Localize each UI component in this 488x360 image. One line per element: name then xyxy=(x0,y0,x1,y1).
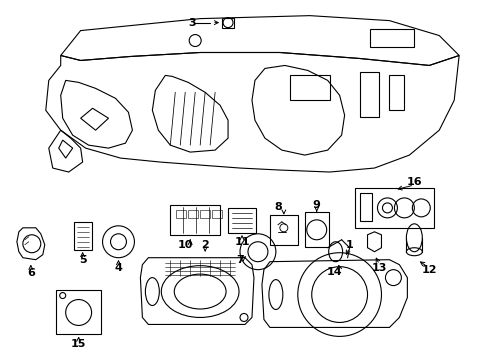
Bar xyxy=(212,210,222,218)
Text: 14: 14 xyxy=(326,267,342,276)
Text: 15: 15 xyxy=(71,339,86,349)
Bar xyxy=(200,210,210,218)
Text: 7: 7 xyxy=(236,255,244,265)
Bar xyxy=(359,72,379,117)
Text: 3: 3 xyxy=(188,18,196,28)
Bar xyxy=(188,210,198,218)
Bar xyxy=(359,193,371,221)
Text: 10: 10 xyxy=(177,240,193,250)
Bar xyxy=(369,28,413,46)
Text: 4: 4 xyxy=(114,263,122,273)
Text: 1: 1 xyxy=(345,240,353,250)
Text: 6: 6 xyxy=(27,267,35,278)
Bar xyxy=(269,215,297,245)
Bar xyxy=(388,75,404,110)
Bar xyxy=(170,205,220,235)
Text: 12: 12 xyxy=(421,265,436,275)
Text: 13: 13 xyxy=(371,263,386,273)
Text: 8: 8 xyxy=(273,202,281,212)
Text: 16: 16 xyxy=(406,177,421,187)
Bar xyxy=(289,75,329,100)
Bar xyxy=(176,210,186,218)
Bar xyxy=(354,188,433,228)
Text: 9: 9 xyxy=(312,200,320,210)
Text: 5: 5 xyxy=(79,255,86,265)
Bar xyxy=(56,289,101,334)
Bar xyxy=(304,212,328,247)
Bar xyxy=(222,18,234,28)
Text: 2: 2 xyxy=(201,240,208,250)
Bar xyxy=(227,208,255,233)
Text: 11: 11 xyxy=(234,237,249,247)
Bar xyxy=(74,222,91,250)
